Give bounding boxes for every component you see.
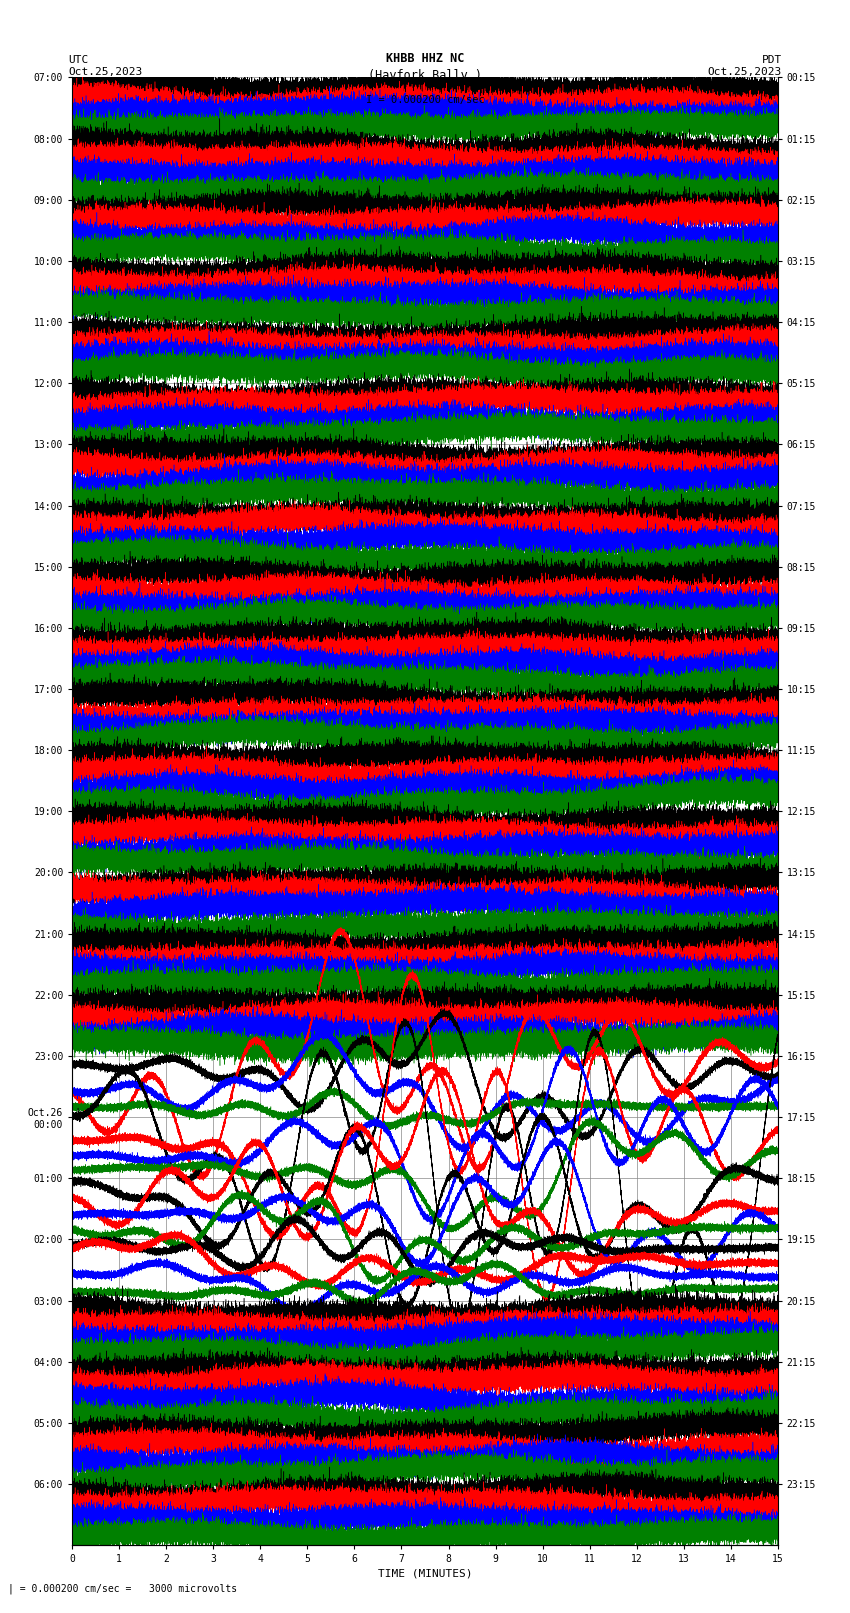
Text: Oct.25,2023: Oct.25,2023 — [708, 68, 782, 77]
Text: I = 0.000200 cm/sec: I = 0.000200 cm/sec — [366, 95, 484, 105]
Text: KHBB HHZ NC: KHBB HHZ NC — [386, 52, 464, 65]
Text: Oct.25,2023: Oct.25,2023 — [68, 68, 142, 77]
Text: PDT: PDT — [762, 55, 782, 65]
X-axis label: TIME (MINUTES): TIME (MINUTES) — [377, 1568, 473, 1579]
Text: UTC: UTC — [68, 55, 88, 65]
Text: | = 0.000200 cm/sec =   3000 microvolts: | = 0.000200 cm/sec = 3000 microvolts — [8, 1582, 238, 1594]
Text: (Hayfork Bally ): (Hayfork Bally ) — [368, 69, 482, 82]
